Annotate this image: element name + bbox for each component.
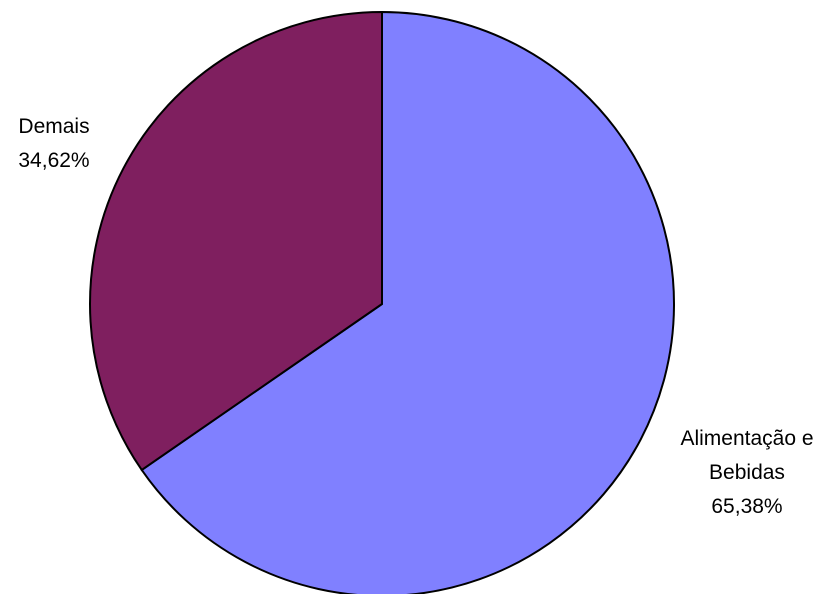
slice-label-alimentacao-value: 65,38% <box>711 495 783 518</box>
pie-slice-demais <box>89 10 383 472</box>
slice-label-alimentacao-name-line-2: Bebidas <box>709 461 785 484</box>
slice-label-demais-name: Demais <box>18 115 90 138</box>
pie-slices <box>89 10 675 594</box>
pie-slice-alimentacao-e-bebidas <box>140 10 675 594</box>
slice-label-demais-value: 34,62% <box>18 149 90 172</box>
slice-label-alimentacao-e-bebidas: Alimentação e Bebidas 65,38% <box>654 422 840 524</box>
slice-label-demais: Demais 34,62% <box>8 110 100 178</box>
slice-label-alimentacao-name-line-1: Alimentação e <box>680 427 814 450</box>
